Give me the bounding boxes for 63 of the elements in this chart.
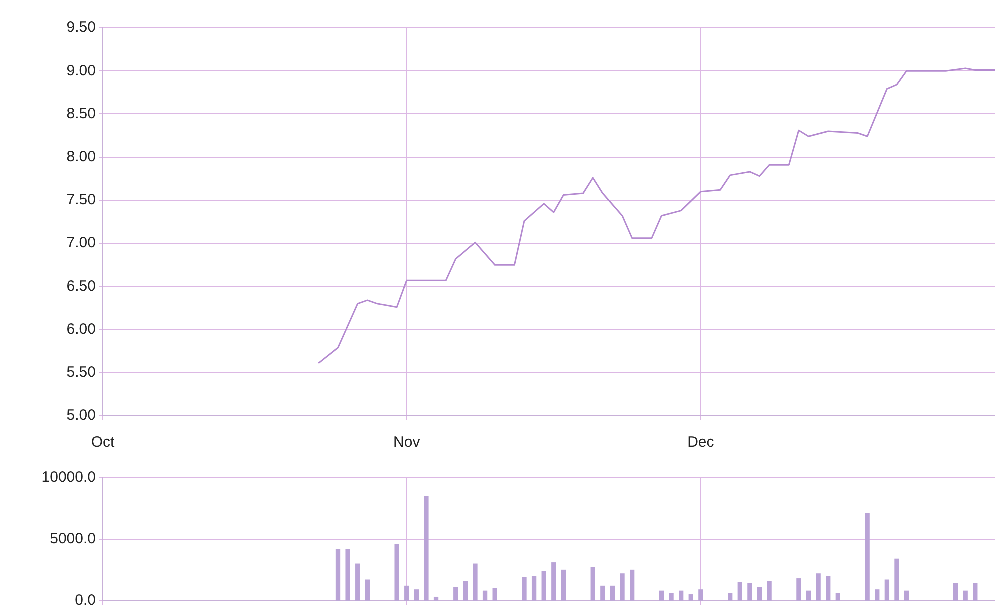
bar — [346, 549, 350, 601]
x-tick-label: Nov — [394, 434, 421, 452]
bar — [796, 578, 802, 601]
bar — [748, 583, 752, 601]
bar — [414, 590, 419, 601]
bar — [757, 587, 762, 601]
bar — [356, 564, 360, 601]
bar — [532, 576, 537, 601]
bar — [454, 587, 458, 601]
y-tick-label: 8.00 — [66, 148, 96, 166]
bar — [836, 593, 840, 601]
bar — [482, 590, 488, 601]
bar — [963, 590, 968, 601]
bar — [492, 588, 498, 601]
bar — [894, 558, 900, 601]
y-tick-label: 5.00 — [66, 407, 96, 424]
bar — [463, 580, 468, 601]
bar — [365, 580, 370, 601]
y-tick-label: 0.0 — [75, 592, 96, 610]
bar — [826, 576, 831, 601]
bar — [473, 564, 478, 601]
y-tick-label: 5.50 — [66, 364, 96, 382]
bar — [552, 562, 556, 601]
bar — [590, 567, 596, 601]
y-tick-label: 9.00 — [66, 62, 96, 80]
bar — [561, 570, 566, 601]
bar — [404, 586, 410, 601]
y-tick-label: 9.50 — [66, 19, 96, 36]
bar — [884, 580, 890, 601]
y-tick-label: 5000.0 — [50, 530, 96, 548]
bar — [542, 571, 546, 601]
bar — [600, 586, 606, 601]
x-tick-label: Oct — [91, 434, 116, 452]
bar — [973, 583, 978, 601]
y-tick-label: 6.00 — [66, 320, 96, 338]
bar — [669, 593, 674, 601]
bar — [806, 590, 812, 601]
y-tick-label: 6.50 — [66, 278, 96, 295]
bar — [610, 586, 616, 601]
bar — [679, 590, 684, 601]
bar — [728, 593, 733, 601]
bar — [434, 596, 439, 601]
bar — [620, 574, 625, 601]
bar — [630, 570, 635, 601]
bar — [816, 574, 821, 601]
bar — [424, 496, 429, 601]
bar — [336, 549, 341, 601]
bar — [522, 577, 527, 601]
bar — [767, 580, 772, 601]
bar — [953, 583, 958, 601]
y-tick-label: 7.00 — [66, 234, 96, 252]
bar — [738, 582, 742, 601]
y-tick-label: 10000.0 — [42, 469, 96, 486]
bar — [688, 594, 694, 601]
y-tick-label: 8.50 — [66, 105, 96, 122]
bar — [865, 513, 870, 601]
bar — [875, 590, 880, 601]
x-tick-label: Dec — [688, 434, 715, 452]
bar — [904, 590, 910, 601]
y-tick-label: 7.50 — [66, 192, 96, 209]
bar — [698, 590, 704, 601]
bar — [659, 590, 664, 601]
bar — [394, 544, 400, 601]
